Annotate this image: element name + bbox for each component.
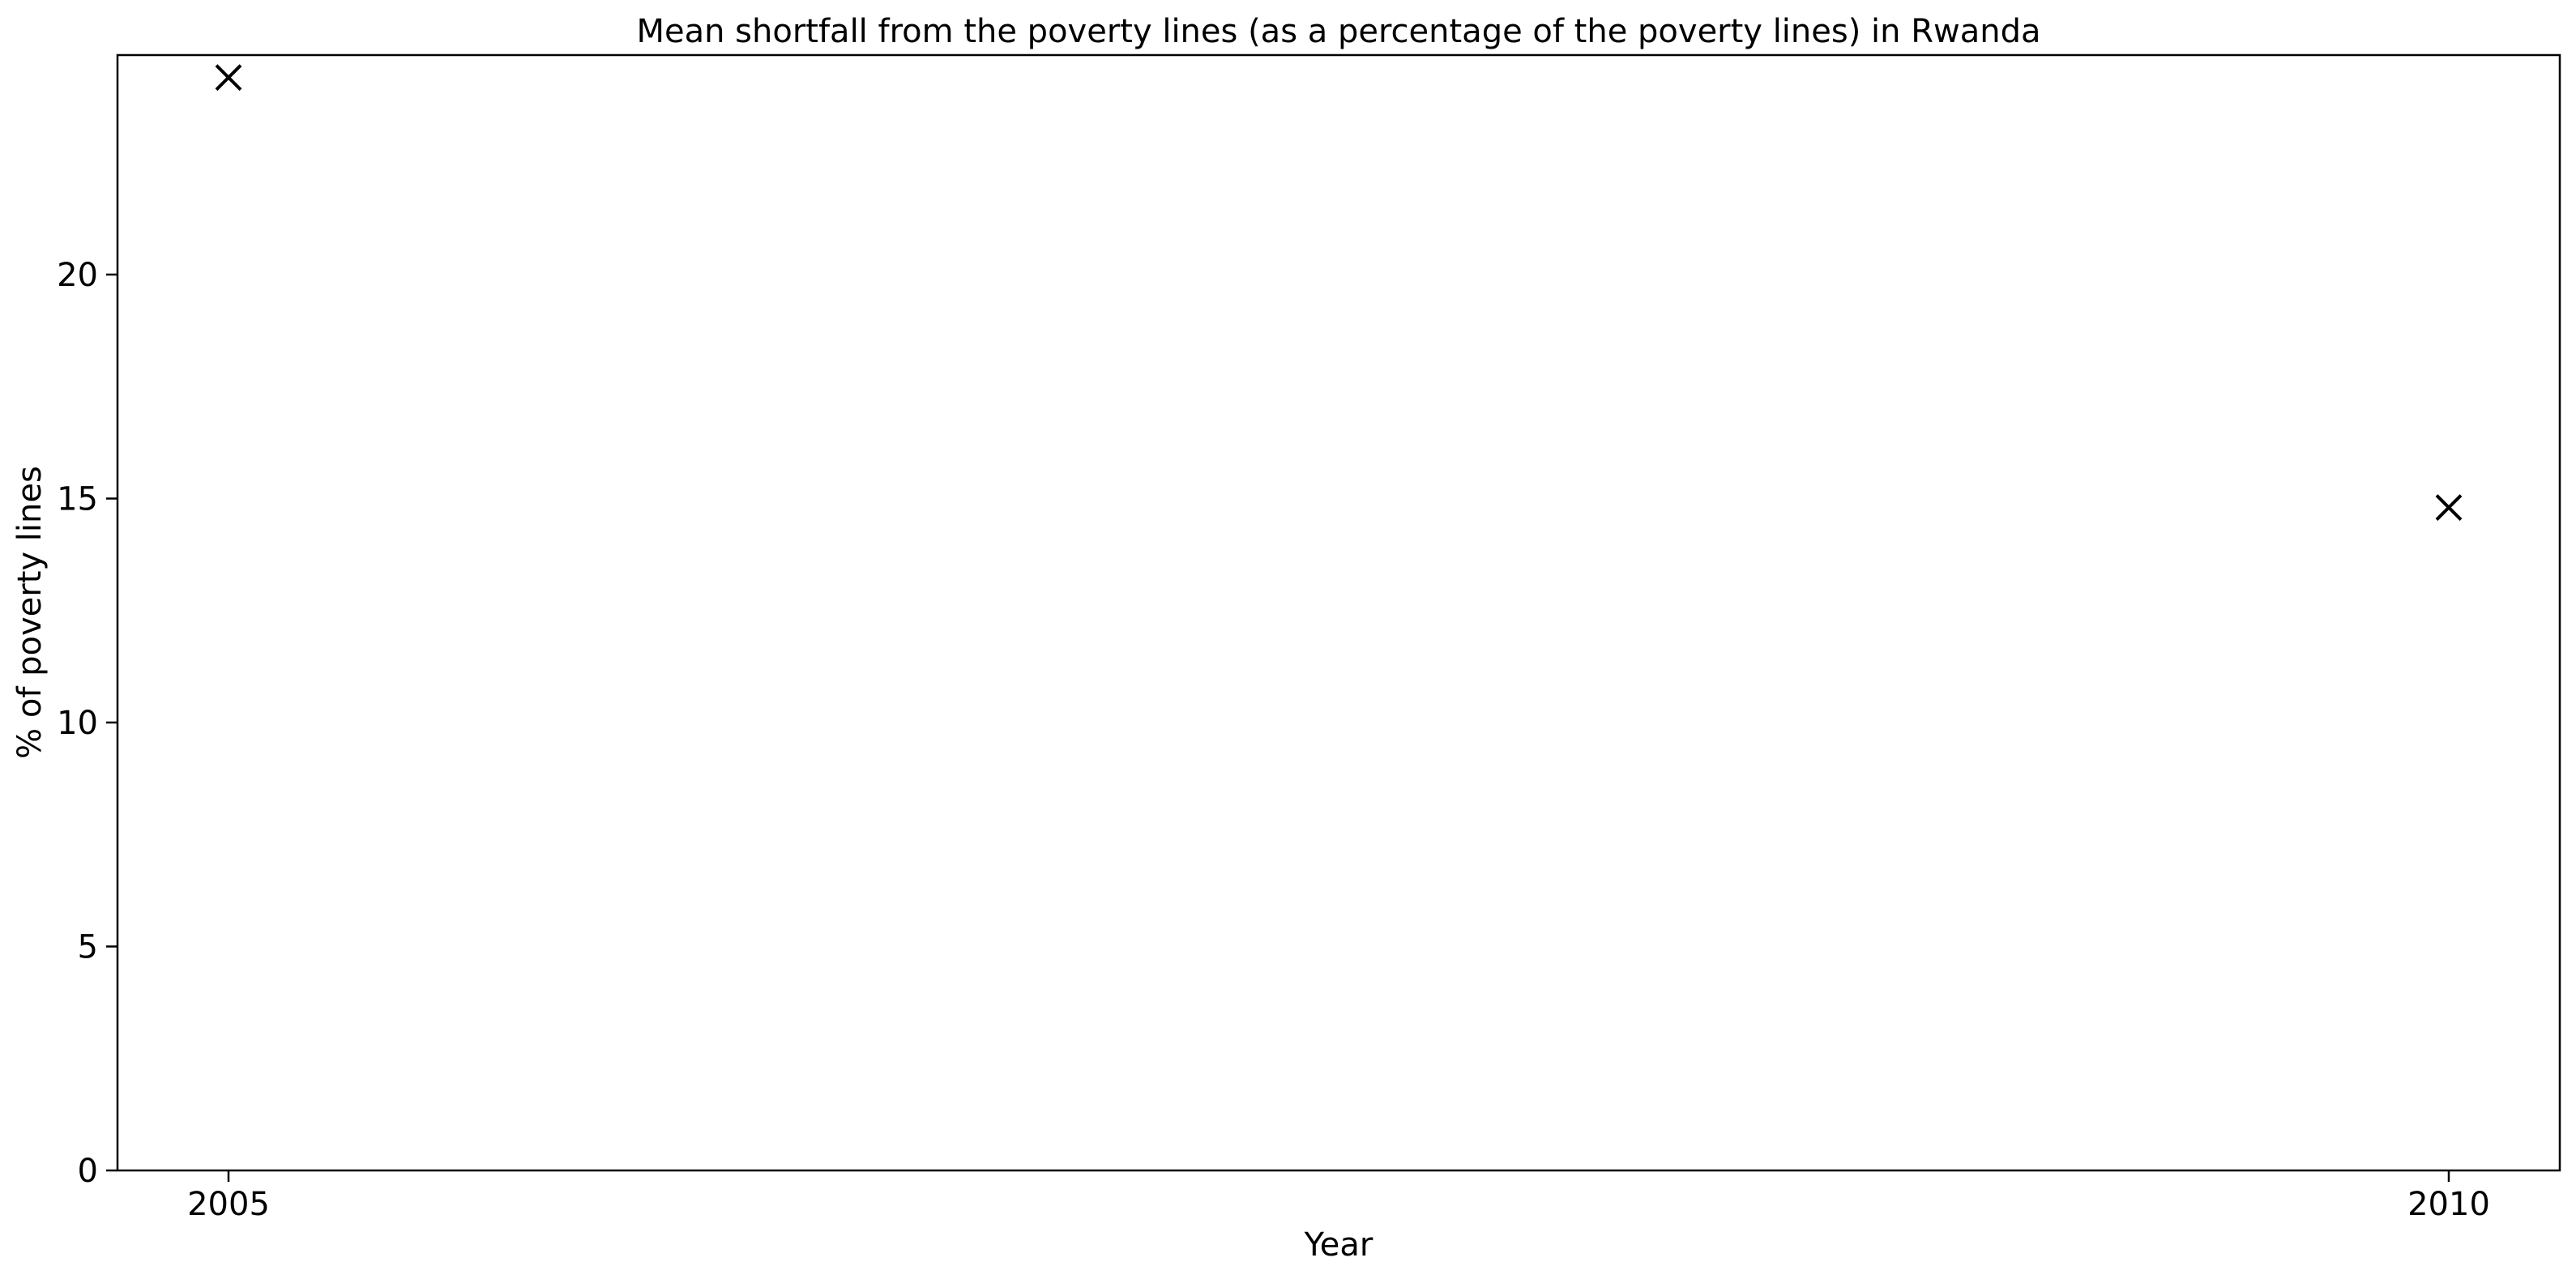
x-tick-label-2010: 2010	[2407, 1186, 2490, 1223]
y-tick-label-10: 10	[57, 705, 98, 742]
x-axis-label: Year	[1304, 1226, 1373, 1264]
x-axis: 2005 2010	[187, 1170, 2490, 1223]
data-point-2010	[2435, 494, 2463, 521]
chart-title: Mean shortfall from the poverty lines (a…	[636, 13, 2040, 50]
plot-frame	[116, 53, 2561, 1172]
y-axis-label: % of poverty lines	[11, 466, 49, 759]
x-tick-label-2005: 2005	[187, 1186, 270, 1223]
y-axis: 0 5 10 15 20	[57, 257, 117, 1190]
y-tick-label-20: 20	[57, 257, 98, 294]
y-tick-label-15: 15	[57, 480, 98, 518]
y-tick-label-5: 5	[78, 928, 98, 966]
data-points	[215, 64, 2463, 521]
data-point-2005	[215, 64, 242, 92]
y-tick-label-0: 0	[78, 1153, 98, 1190]
